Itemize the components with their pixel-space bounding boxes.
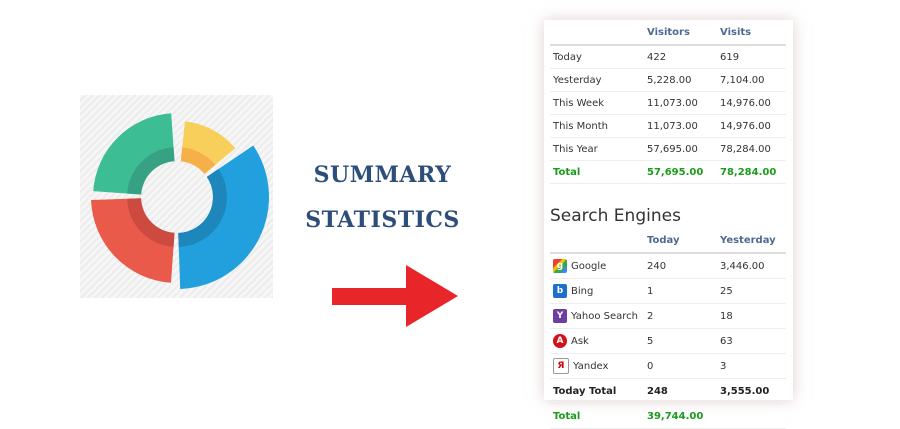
green-segment-inner	[127, 147, 175, 195]
visits-value: 14,976.00	[719, 114, 786, 138]
search-engines-title: Search Engines	[550, 206, 681, 226]
red-segment	[91, 198, 175, 283]
header-visitors: Visitors	[646, 20, 719, 46]
yandex-icon: Я	[553, 358, 569, 374]
total-row: Total 39,744.00	[550, 403, 786, 429]
header-yesterday: Yesterday	[719, 228, 786, 254]
engine-name-cell: A Ask	[550, 328, 646, 354]
donut-chart-logo	[91, 113, 269, 289]
header-blank	[550, 228, 646, 254]
row-label: This Week	[550, 91, 646, 115]
blue-segment	[178, 145, 269, 289]
visitors-value: 11,073.00	[646, 114, 719, 138]
yesterday-value: 63	[719, 328, 786, 354]
red-segment-inner	[127, 198, 175, 247]
table-row: This Week 11,073.00 14,976.00	[550, 91, 786, 115]
visits-value: 78,284.00	[719, 137, 786, 161]
today-total-today: 248	[646, 378, 719, 404]
row-label: Today	[550, 45, 646, 69]
table-row: This Year 57,695.00 78,284.00	[550, 137, 786, 161]
today-value: 0	[646, 353, 719, 379]
visitors-value: 11,073.00	[646, 91, 719, 115]
table-row: Я Yandex 0 3	[550, 353, 786, 379]
header-today: Today	[646, 228, 719, 254]
visits-value: 619	[719, 45, 786, 69]
row-label: This Year	[550, 137, 646, 161]
row-label: Yesterday	[550, 68, 646, 92]
empty-cell	[719, 403, 786, 429]
row-label: This Month	[550, 114, 646, 138]
today-value: 1	[646, 278, 719, 304]
table-row: Today 422 619	[550, 45, 786, 69]
table-row: This Month 11,073.00 14,976.00	[550, 114, 786, 138]
header-blank	[550, 20, 646, 46]
engine-name-cell: g Google	[550, 253, 646, 279]
header-visits: Visits	[719, 20, 786, 46]
total-visitors: 57,695.00	[646, 160, 719, 184]
yesterday-value: 18	[719, 303, 786, 329]
table-row: g Google 240 3,446.00	[550, 253, 786, 279]
visitors-value: 422	[646, 45, 719, 69]
search-engines-table: Today Yesterday g Google 240 3,446.00 b Bing 1…	[550, 228, 786, 429]
engine-name-cell: b Bing	[550, 278, 646, 304]
yesterday-value: 3,446.00	[719, 253, 786, 279]
yesterday-value: 3	[719, 353, 786, 379]
green-segment	[93, 113, 175, 195]
engine-name-cell: Y Yahoo Search	[550, 303, 646, 329]
engine-name-cell: Я Yandex	[550, 353, 646, 379]
today-value: 5	[646, 328, 719, 354]
heading-line-1: SUMMARY	[313, 162, 452, 188]
today-total-label: Today Total	[550, 378, 646, 404]
total-today: 39,744.00	[646, 403, 719, 429]
total-visits: 78,284.00	[719, 160, 786, 184]
visitors-value: 5,228.00	[646, 68, 719, 92]
heading-line-2: STATISTICS	[305, 207, 460, 233]
visits-value: 7,104.00	[719, 68, 786, 92]
yellow-segment-inner	[180, 147, 216, 174]
visits-value: 14,976.00	[719, 91, 786, 115]
engine-name: Google	[571, 261, 607, 272]
statistics-card: Visitors Visits Today 422 619 Yesterday 5,22…	[544, 20, 793, 429]
blue-segment-inner	[178, 169, 227, 247]
today-value: 240	[646, 253, 719, 279]
engine-name: Ask	[571, 336, 589, 347]
engine-name: Yandex	[573, 361, 609, 372]
visitors-value: 57,695.00	[646, 137, 719, 161]
yesterday-value: 25	[719, 278, 786, 304]
today-total-yesterday: 3,555.00	[719, 378, 786, 404]
today-value: 2	[646, 303, 719, 329]
total-label: Total	[550, 403, 646, 429]
yahoo-icon: Y	[553, 309, 567, 323]
total-row: Total 57,695.00 78,284.00	[550, 160, 786, 184]
table-row: Yesterday 5,228.00 7,104.00	[550, 68, 786, 92]
arrow-right-icon	[332, 265, 458, 327]
engine-name: Yahoo Search	[571, 311, 638, 322]
bing-icon: b	[553, 284, 567, 298]
ask-icon: A	[553, 334, 567, 348]
total-label: Total	[550, 160, 646, 184]
summary-table: Visitors Visits Today 422 619 Yesterday 5,22…	[550, 20, 786, 184]
engine-name: Bing	[571, 286, 594, 297]
table-row: b Bing 1 25	[550, 278, 786, 304]
table-row: A Ask 5 63	[550, 328, 786, 354]
today-total-row: Today Total 248 3,555.00	[550, 378, 786, 404]
table-row: Y Yahoo Search 2 18	[550, 303, 786, 329]
google-icon: g	[553, 259, 567, 273]
